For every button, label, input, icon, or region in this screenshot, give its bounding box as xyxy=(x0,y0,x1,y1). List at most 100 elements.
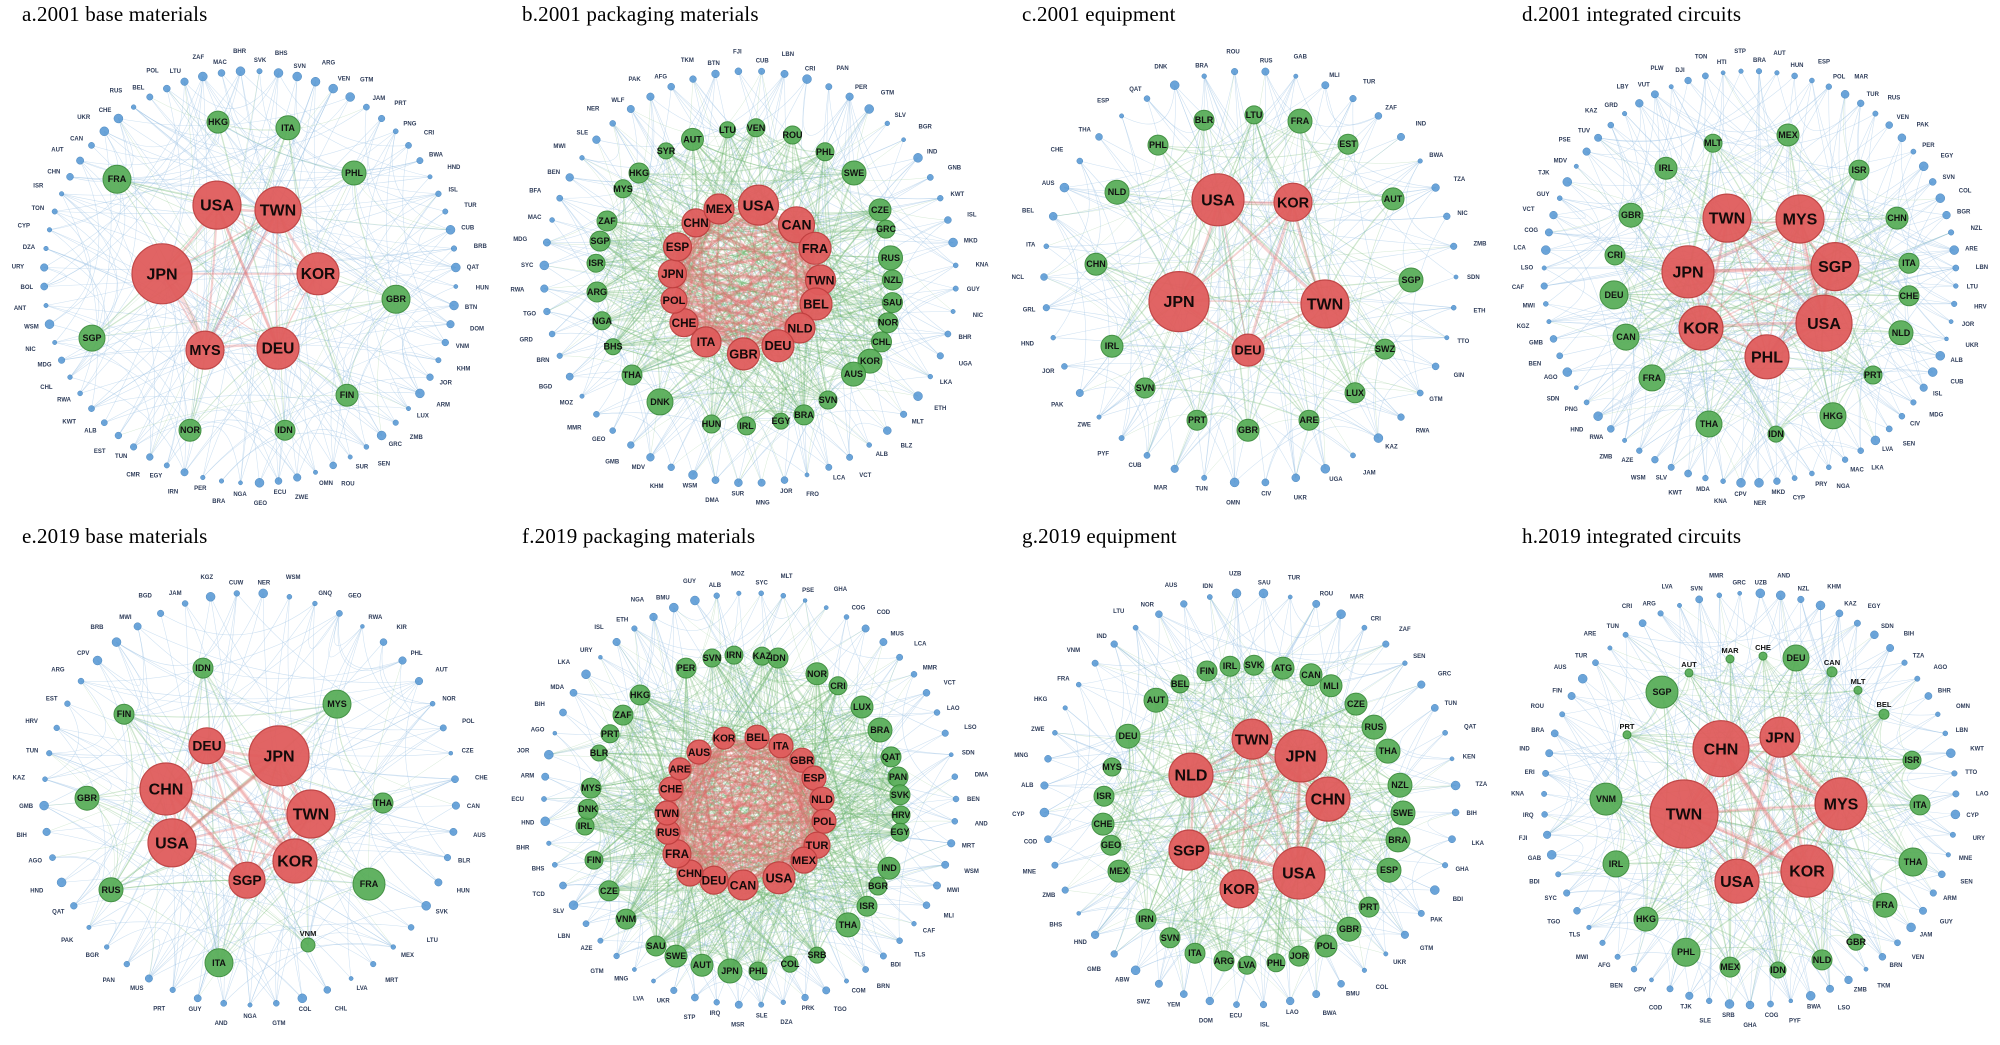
periphery-node xyxy=(448,750,454,756)
periphery-label: IRQ xyxy=(1523,813,1534,819)
nodes xyxy=(40,66,461,488)
semi-periphery-label: ITA xyxy=(1902,258,1916,268)
periphery-label: AUT xyxy=(51,147,64,153)
periphery-node xyxy=(597,937,604,944)
semi-periphery-label: MYS xyxy=(581,783,601,793)
periphery-node xyxy=(846,453,854,461)
periphery-node xyxy=(1809,77,1815,84)
periphery-label: ZWE xyxy=(1078,423,1091,429)
periphery-label: UKR xyxy=(1393,960,1407,966)
semi-periphery-node xyxy=(1337,133,1359,155)
periphery-label: MLT xyxy=(912,420,924,426)
periphery-edges xyxy=(543,593,957,1005)
periphery-node xyxy=(76,156,85,165)
periphery-node xyxy=(556,194,564,202)
periphery-node xyxy=(1040,781,1049,790)
semi-periphery-label: PHL xyxy=(345,168,364,178)
periphery-node xyxy=(1809,470,1815,477)
semi-periphery-label: AUT xyxy=(693,960,712,970)
network-diagram-2001-packaging-materials: CUB LBN CRI PAN PER GTM SLV BGR IND GNB KWT ISL MKD K… xyxy=(511,49,990,506)
periphery-label: GEO xyxy=(592,437,606,443)
periphery-node xyxy=(1044,755,1052,763)
periphery-node xyxy=(825,83,833,91)
core-label: NLD xyxy=(811,794,833,806)
panel-2001-packaging-materials: b.2001 packaging materials CUB LBN CRI PAN P… xyxy=(500,0,1000,522)
periphery-node xyxy=(1599,939,1606,946)
periphery-label: ARM xyxy=(436,403,450,409)
periphery-node xyxy=(86,924,92,930)
periphery-node xyxy=(429,700,436,707)
semi-periphery-label: VNM xyxy=(616,914,636,924)
semi-periphery-label: THA xyxy=(1700,419,1719,429)
periphery-label: BMU xyxy=(656,595,670,601)
periphery-label: ESP xyxy=(1818,60,1830,66)
periphery-node xyxy=(579,155,585,161)
semi-periphery-label: BLR xyxy=(590,748,609,758)
semi-periphery-node xyxy=(737,416,756,436)
periphery-node xyxy=(169,986,176,993)
network-diagram-2001-integrated-circuits: BRA AUT HUN ESP POL MAR TUR RUS VEN PAK PER EGY SVN C… xyxy=(1512,49,1988,507)
periphery-node xyxy=(1774,70,1780,76)
periphery-label: PNG xyxy=(1565,407,1578,413)
core-label: TWN xyxy=(1709,211,1745,228)
periphery-node xyxy=(711,476,720,484)
periphery-label: LAO xyxy=(1286,1010,1299,1016)
periphery-label: FRO xyxy=(806,492,819,498)
semi-periphery-label: CHE xyxy=(1899,291,1918,301)
semi-periphery-node xyxy=(781,955,799,973)
periphery-label: GUY xyxy=(1940,920,1953,926)
semi-periphery-node xyxy=(882,269,903,291)
core-node xyxy=(798,231,832,265)
periphery-node xyxy=(1614,953,1621,960)
core-node xyxy=(1231,333,1265,367)
periphery-label: PYF xyxy=(1097,452,1109,458)
node-labels: SYC MLT PSE GHA COG COD MUS LCA MMR VCT LAO LSO SDN D… xyxy=(511,571,989,1028)
semi-periphery-label: SVK xyxy=(1245,660,1264,670)
periphery-node xyxy=(734,1000,743,1009)
semi-periphery-label: PRT xyxy=(1620,722,1635,731)
periphery-node xyxy=(1180,600,1188,608)
periphery-label: MWI xyxy=(1523,303,1536,309)
semi-periphery-node xyxy=(1336,916,1362,942)
periphery-label: HKG xyxy=(1034,697,1048,703)
semi-periphery-label: CHN xyxy=(1086,259,1106,269)
periphery-node xyxy=(780,592,787,599)
semi-periphery-label: LVA xyxy=(1239,960,1256,970)
semi-periphery-label: SAU xyxy=(646,941,665,951)
periphery-label: NGA xyxy=(243,1014,257,1020)
periphery-label: COL xyxy=(1959,189,1972,195)
periphery-label: JOR xyxy=(517,748,530,754)
periphery-node xyxy=(593,411,600,418)
panel-2001-equipment: c.2001 equipment RUS GAB MLI TUR ZAF IND BWA TZ… xyxy=(1000,0,1500,522)
periphery-label: AUT xyxy=(435,668,448,674)
periphery-label: BLR xyxy=(458,859,471,865)
periphery-label: GRC xyxy=(1733,580,1747,586)
core-label: SGP xyxy=(1818,259,1852,276)
periphery-node xyxy=(1773,477,1781,485)
periphery-node xyxy=(273,68,284,78)
periphery-label: KIR xyxy=(397,625,408,631)
periphery-node xyxy=(758,590,764,597)
periphery-label: SVK xyxy=(254,58,267,64)
periphery-label: AGO xyxy=(28,859,42,865)
semi-periphery-node xyxy=(1376,857,1402,883)
periphery-label: SEN xyxy=(378,461,390,467)
semi-periphery-node xyxy=(1909,794,1931,816)
periphery-node xyxy=(825,463,833,471)
periphery-node xyxy=(310,76,321,87)
core-node xyxy=(1795,294,1853,352)
semi-periphery-label: HRV xyxy=(892,810,911,820)
periphery-label: COD xyxy=(1024,839,1038,845)
periphery-label: GUY xyxy=(967,287,980,293)
periphery-label: NIC xyxy=(1457,211,1468,217)
periphery-node xyxy=(406,406,411,412)
periphery-node xyxy=(1076,157,1084,165)
periphery-node xyxy=(66,173,74,181)
semi-periphery-label: ISR xyxy=(1096,791,1112,801)
periphery-label: TCD xyxy=(533,892,546,898)
periphery-label: WSM xyxy=(1631,476,1646,482)
semi-periphery-node xyxy=(1100,334,1124,358)
semi-periphery-label: EST xyxy=(1339,139,1357,149)
core-label: CAN xyxy=(781,217,811,233)
periphery-label: POL xyxy=(146,68,159,74)
